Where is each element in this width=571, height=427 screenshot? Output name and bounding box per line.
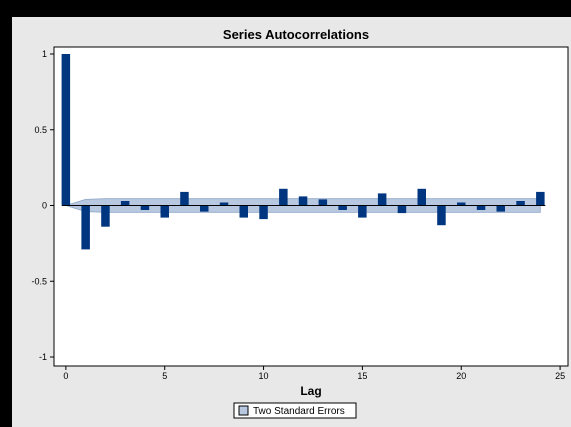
legend-swatch (238, 405, 249, 416)
bar-lag-8 (219, 202, 229, 206)
bar-layer (61, 54, 545, 250)
bar-lag-21 (476, 205, 486, 210)
bar-lag-22 (496, 205, 505, 212)
bar-lag-9 (239, 205, 248, 218)
bar-lag-0 (61, 54, 71, 206)
bar-lag-24 (536, 191, 545, 206)
bar-lag-7 (200, 205, 209, 212)
x-axis: 0 5 10 15 20 25 (63, 366, 565, 381)
bar-lag-2 (101, 205, 110, 227)
x-tick-label: 25 (555, 371, 565, 381)
bar-lag-14 (338, 205, 347, 210)
bar-lag-20 (457, 202, 466, 206)
bar-lag-17 (397, 205, 407, 214)
x-tick-label: 5 (162, 371, 167, 381)
x-tick-label: 15 (357, 371, 367, 381)
legend: Two Standard Errors (233, 402, 357, 419)
bar-lag-5 (160, 205, 169, 218)
y-tick-label: 0 (42, 201, 47, 211)
bar-lag-23 (516, 201, 525, 206)
bar-lag-11 (279, 188, 288, 206)
y-tick-label: 0.5 (34, 125, 47, 135)
x-tick-label: 20 (456, 371, 466, 381)
bar-lag-16 (377, 193, 387, 206)
bar-lag-10 (259, 205, 268, 220)
bar-lag-18 (417, 188, 426, 206)
legend-box (233, 402, 357, 419)
y-axis: -1 -0.5 0 0.5 1 (31, 49, 54, 362)
y-tick-label: -1 (39, 352, 47, 362)
bar-lag-15 (358, 205, 367, 218)
bar-lag-13 (318, 199, 328, 206)
bar-lag-6 (180, 191, 189, 206)
legend-label: Two Standard Errors (253, 406, 345, 417)
bar-lag-19 (437, 205, 446, 226)
bar-lag-3 (120, 201, 130, 206)
bar-lag-12 (298, 196, 308, 206)
bar-lag-1 (81, 205, 90, 250)
x-tick-label: 10 (259, 371, 269, 381)
chart-title: Series Autocorrelations (223, 27, 369, 42)
x-tick-label: 0 (63, 371, 68, 381)
x-axis-label: Lag (300, 384, 321, 398)
y-tick-label: 1 (42, 49, 47, 59)
bar-lag-4 (140, 205, 150, 210)
y-tick-label: -0.5 (31, 276, 47, 286)
